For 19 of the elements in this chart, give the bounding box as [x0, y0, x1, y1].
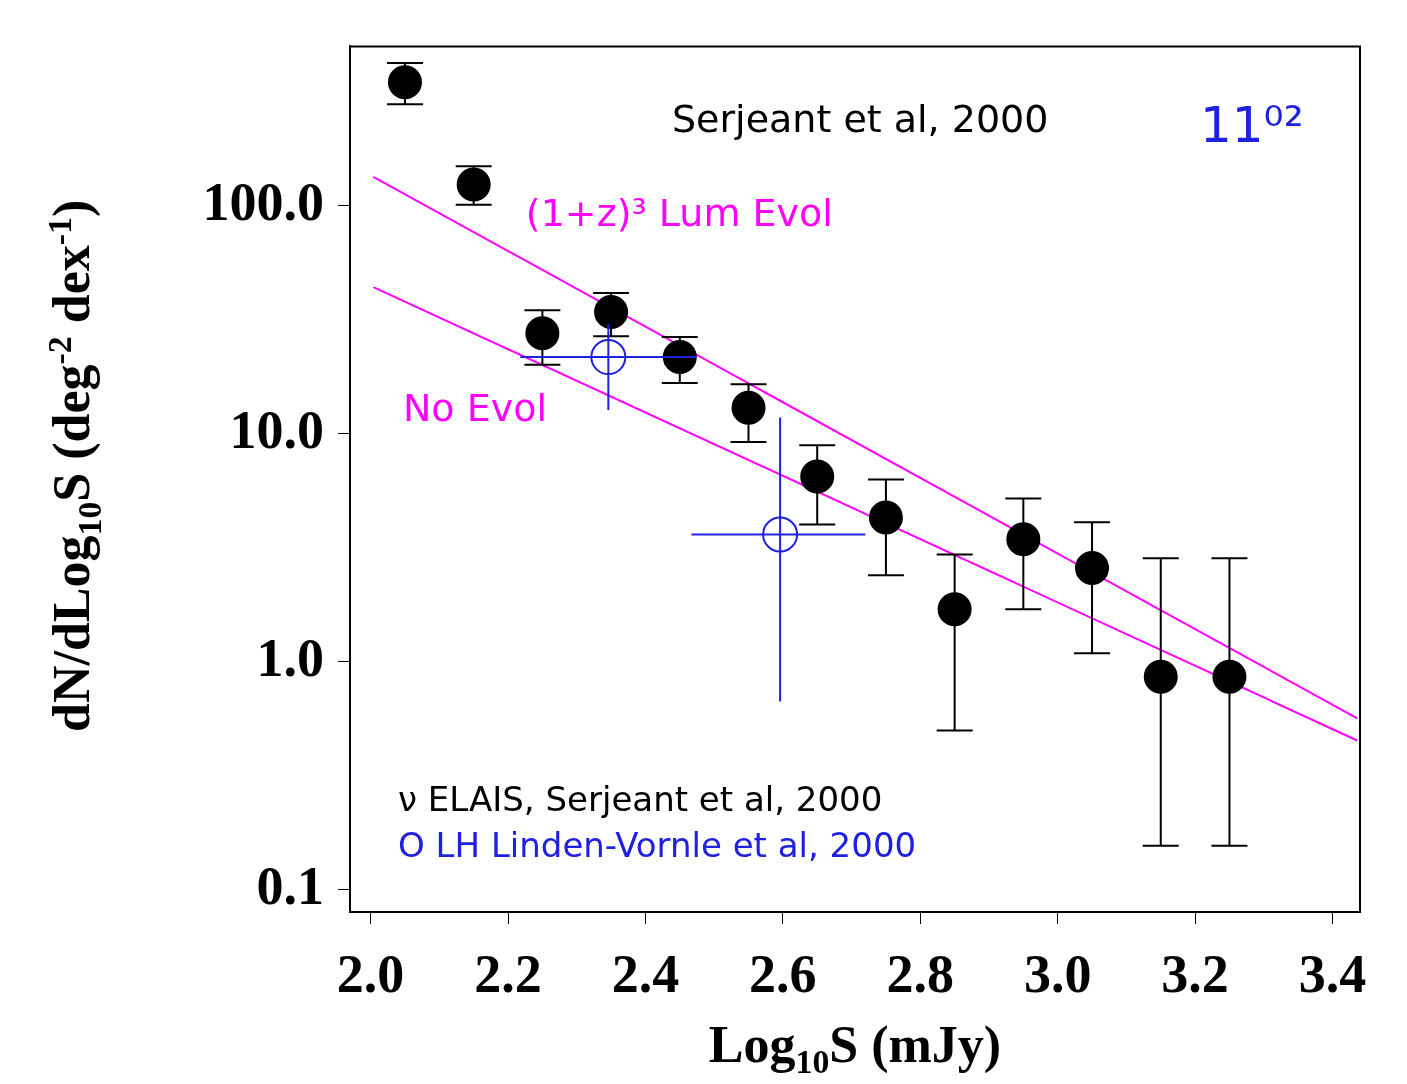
y-tick-label: 1.0 [256, 627, 324, 688]
x-tick-label: 2.2 [474, 944, 542, 1005]
annotation: 11⁰² [1200, 96, 1304, 155]
x-axis-title: Log$_{10}$S (mJy) [707, 1015, 1003, 1082]
x-tick-label: 2.0 [336, 944, 405, 1005]
x-tick-label: 3.0 [1023, 944, 1092, 1005]
x-tick-label: 3.4 [1298, 944, 1367, 1005]
x-tick-label: 2.6 [749, 944, 817, 1005]
y-tick-label: 0.1 [256, 855, 324, 916]
y-tick-label: 10.0 [229, 399, 324, 460]
x-tick-label: 2.8 [886, 944, 955, 1005]
series-label: No Evol [402, 385, 547, 430]
series-label: (1+z)³ Lum Evol [525, 190, 833, 235]
text: ν ELAIS, Serjeant et al, 2000 [398, 779, 883, 819]
x-tick-label: 2.4 [611, 944, 680, 1005]
text: O LH Linden-Vornle et al, 2000 [398, 825, 917, 865]
y-tick-label: 100.0 [202, 171, 324, 232]
annotation: Serjeant et al, 2000 [672, 97, 1049, 142]
x-tick-label: 3.2 [1161, 944, 1229, 1005]
